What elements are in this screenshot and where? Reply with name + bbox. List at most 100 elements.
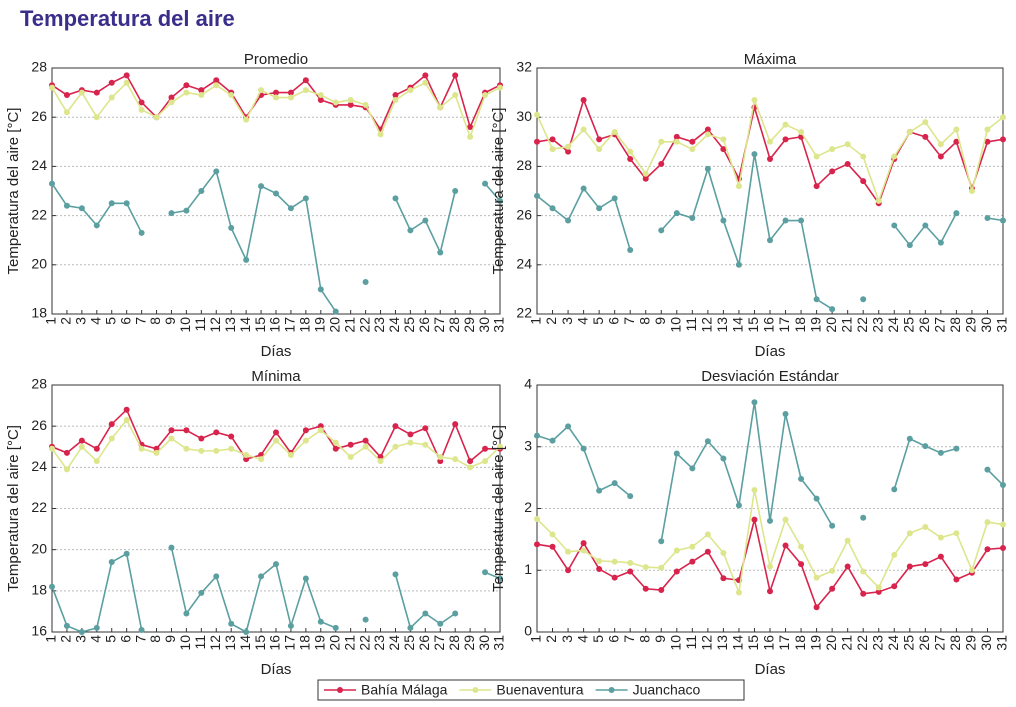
- data-point: [228, 92, 235, 99]
- x-tick-label: 24: [386, 317, 402, 333]
- data-point: [860, 568, 867, 575]
- data-point: [213, 77, 220, 84]
- data-point: [332, 308, 339, 315]
- data-point: [751, 96, 758, 103]
- data-point: [168, 94, 175, 101]
- data-point: [720, 455, 727, 462]
- data-point: [735, 183, 742, 190]
- x-tick-label: 1: [43, 635, 59, 643]
- x-tick-label: 31: [994, 317, 1010, 333]
- x-tick-label: 21: [341, 317, 357, 333]
- data-point: [153, 114, 160, 121]
- x-tick-label: 27: [431, 635, 447, 651]
- data-point: [534, 541, 540, 548]
- x-tick-label: 30: [476, 635, 492, 651]
- data-point: [782, 121, 789, 128]
- data-point: [437, 620, 444, 627]
- data-point: [829, 567, 836, 574]
- x-tick-label: 9: [162, 317, 178, 325]
- y-tick-label: 20: [31, 256, 47, 272]
- x-tick-label: 27: [431, 317, 447, 333]
- data-point: [642, 585, 649, 592]
- y-tick-label: 22: [31, 499, 47, 515]
- data-point: [798, 475, 805, 482]
- data-point: [984, 138, 991, 145]
- data-point: [213, 429, 220, 436]
- data-point: [596, 566, 603, 573]
- data-point: [953, 445, 960, 452]
- data-point: [689, 215, 696, 222]
- data-point: [392, 443, 399, 450]
- data-point: [673, 547, 680, 554]
- data-point: [611, 480, 618, 487]
- x-tick-label: 27: [932, 317, 948, 333]
- x-tick-label: 29: [963, 317, 979, 333]
- data-point: [953, 138, 960, 145]
- data-point: [937, 449, 944, 456]
- data-point: [813, 604, 820, 611]
- x-tick-label: 14: [237, 317, 253, 333]
- data-point: [565, 143, 572, 150]
- data-point: [673, 210, 680, 217]
- data-point: [332, 445, 339, 452]
- data-point: [273, 561, 279, 568]
- data-point: [627, 568, 634, 575]
- x-tick-label: 6: [117, 317, 133, 325]
- x-tick-label: 16: [267, 317, 283, 333]
- y-tick-label: 0: [524, 623, 532, 639]
- data-point: [611, 195, 618, 202]
- data-point: [906, 242, 913, 249]
- data-point: [168, 99, 175, 106]
- x-tick-label: 5: [590, 635, 606, 643]
- data-point: [422, 441, 429, 448]
- series-line: [51, 73, 501, 132]
- plot-frame: [51, 384, 501, 633]
- data-point: [287, 89, 294, 96]
- data-point: [549, 136, 556, 143]
- y-tick-label: 4: [524, 376, 532, 392]
- x-tick-label: 16: [761, 317, 777, 333]
- data-point: [937, 553, 944, 560]
- data-point: [258, 456, 265, 463]
- data-point: [422, 217, 429, 224]
- data-point: [673, 138, 680, 145]
- data-point: [228, 224, 235, 231]
- data-point: [287, 451, 294, 458]
- x-tick-label: 23: [371, 635, 387, 651]
- data-point: [922, 119, 929, 126]
- data-point: [347, 441, 354, 448]
- x-tick-label: 5: [102, 317, 118, 325]
- chart-title: Desviación Estándar: [701, 368, 839, 385]
- data-point: [93, 114, 100, 121]
- x-tick-label: 2: [543, 635, 559, 643]
- data-point: [407, 439, 414, 446]
- data-point: [875, 584, 882, 591]
- x-tick-label: 4: [574, 635, 590, 643]
- data-point: [596, 146, 603, 153]
- x-tick-label: 21: [838, 317, 854, 333]
- legend-marker: [472, 687, 479, 693]
- data-point: [347, 101, 354, 108]
- data-point: [452, 188, 459, 194]
- data-point: [565, 148, 572, 155]
- plot-frame: [536, 384, 1004, 633]
- data-point: [937, 153, 944, 160]
- data-point: [937, 534, 944, 541]
- data-point: [422, 610, 429, 617]
- data-point: [1000, 482, 1006, 489]
- data-point: [168, 427, 175, 434]
- x-tick-label: 18: [297, 635, 313, 651]
- data-point: [580, 126, 587, 133]
- data-point: [362, 279, 369, 286]
- x-tick-label: 20: [823, 317, 839, 333]
- data-point: [123, 200, 130, 207]
- data-point: [829, 146, 836, 153]
- data-point: [860, 296, 867, 303]
- x-tick-label: 12: [699, 635, 715, 651]
- data-point: [751, 399, 758, 406]
- x-tick-label: 22: [356, 635, 372, 651]
- data-point: [287, 205, 294, 212]
- data-point: [287, 622, 294, 629]
- y-axis-label: Temperatura del aire [°C]: [490, 108, 507, 275]
- x-tick-label: 7: [132, 635, 148, 643]
